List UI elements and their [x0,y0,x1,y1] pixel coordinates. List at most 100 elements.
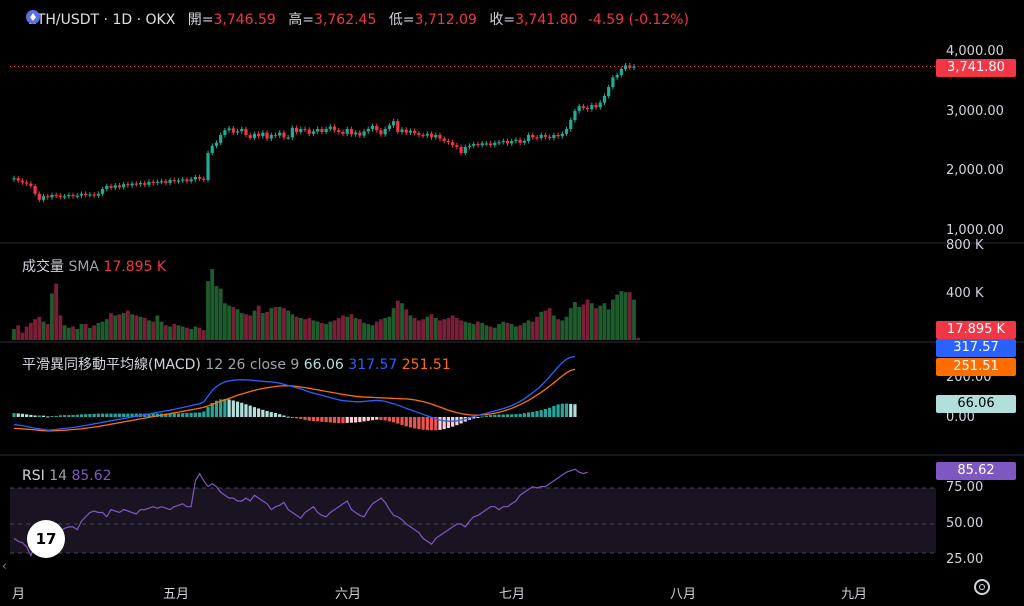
volume-bar [408,315,413,340]
volume-bar [324,324,329,340]
candle [143,183,147,185]
candle [383,129,387,135]
candle [235,131,240,133]
macd-histogram-bar [25,414,29,417]
volume-bar [476,321,480,340]
macd-histogram-bar [404,417,408,427]
macd-histogram-bar [370,417,375,421]
volume-bar [425,316,430,340]
macd-histogram-bar [126,413,130,417]
candle [75,195,79,197]
price-tick: 2,000.00 [946,163,1004,178]
macd-histogram-bar [472,417,476,419]
volume-bar [303,319,307,340]
volume-bar [577,306,582,340]
volume-badge: 17.895 K [936,321,1016,339]
candle [320,129,324,132]
macd-histogram-bar [573,404,577,417]
candle [628,65,632,68]
macd-histogram-bar [379,417,383,420]
candle [501,141,505,143]
candle [573,111,577,120]
candle [299,129,303,132]
volume-sma-label: SMA [68,259,99,275]
candle [526,135,531,141]
high-label: 高= [288,12,315,28]
macd-histogram-bar [244,404,248,417]
volume-bar [632,299,636,340]
rsi-value: 85.62 [71,468,112,484]
chart-header: ETH/USDT · 1D · OKX 開=3,746.59 高=3,762.4… [22,9,689,29]
candle [400,129,404,132]
macd-histogram-bar [151,413,155,417]
candle [556,135,560,137]
macd-histogram-bar [50,416,54,418]
volume-bar [231,306,236,340]
macd-histogram-bar [497,414,501,417]
volume-bar [421,319,426,340]
candle [303,129,307,131]
candle [12,178,16,180]
volume-bar [459,320,463,340]
macd-histogram-bar [362,417,366,422]
macd-histogram-bar [164,413,168,417]
volume-bar [41,321,46,340]
volume-bar [391,308,396,340]
volume-bar [556,319,560,340]
macd-histogram-bar [117,413,122,417]
candle [168,180,172,183]
candle [396,121,400,132]
candle [160,181,164,183]
macd-histogram-bar [548,407,552,417]
macd-histogram-bar [480,416,484,418]
macd-histogram-bar [189,412,193,417]
candle [497,142,501,144]
candle [33,186,37,194]
volume-bar [349,314,354,340]
candle [138,183,143,185]
volume-bar [585,299,590,340]
candle [632,66,636,68]
macd-histogram-bar [324,417,328,423]
candle [219,135,223,143]
volume-bar [395,300,400,340]
volume-bar [311,320,316,340]
macd-histogram-bar [476,417,480,418]
volume-bar [210,268,215,340]
price-tick: 4,000.00 [946,44,1004,59]
volume-bar [142,317,147,340]
candle [337,130,341,132]
volume-bar [526,320,531,340]
rsi-legend: RSI 14 85.62 [22,468,112,484]
volume-bar [530,321,535,340]
candle [231,128,235,133]
candle [569,120,573,129]
macd-histogram-bar [493,414,497,417]
candle [564,129,569,134]
macd-histogram-bar [383,417,387,421]
symbol-title[interactable]: ETH/USDT · 1D · OKX [28,12,176,28]
close-label: 收= [489,12,516,28]
scroll-left-icon[interactable]: ‹ [2,559,7,573]
macd-histogram-bar [147,413,151,417]
macd-histogram-bar [569,403,573,417]
volume-bar [277,306,282,340]
settings-gear-icon[interactable] [974,579,990,595]
macd-histogram-bar [484,415,488,417]
volume-bar [341,315,345,340]
candle [421,135,425,137]
volume-tick: 400 K [946,286,984,301]
macd-histogram-bar [261,409,265,417]
macd-histogram-bar [446,417,451,429]
macd-histogram-bar [358,417,362,423]
volume-bar [480,322,485,340]
tradingview-logo-icon[interactable]: 17 [27,520,65,558]
candle [611,77,615,87]
candle [434,135,438,138]
macd-histogram-bar [227,399,231,417]
macd-histogram-bar [202,411,206,417]
candle [514,139,518,141]
volume-bar [383,317,388,340]
macd-histogram-bar [539,410,543,417]
